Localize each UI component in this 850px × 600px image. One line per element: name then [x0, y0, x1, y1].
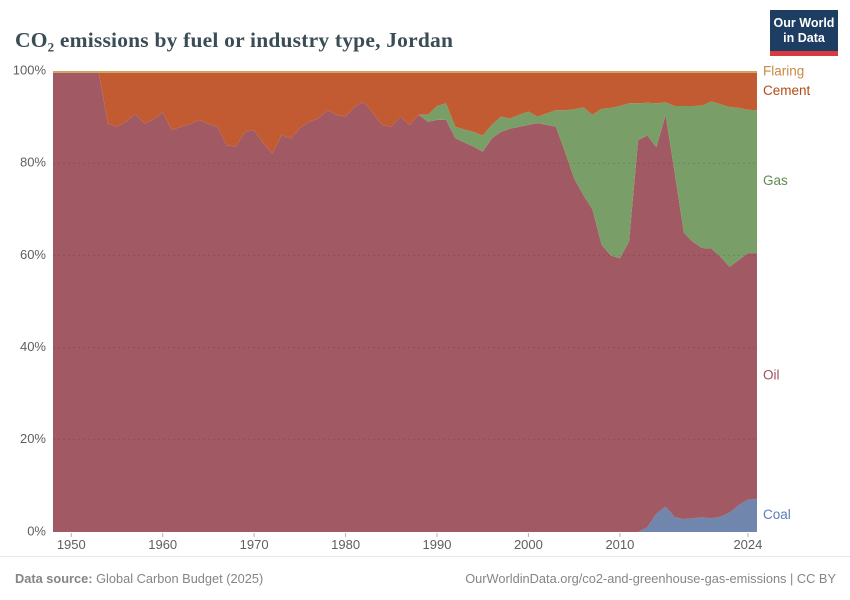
x-axis-label-1970: 1970 — [240, 537, 269, 552]
attribution-link[interactable]: OurWorldinData.org/co2-and-greenhouse-ga… — [465, 571, 836, 586]
area-oil[interactable] — [53, 72, 757, 533]
data-source-label: Data source: — [15, 571, 93, 586]
y-axis-label-100: 100% — [13, 62, 47, 77]
y-axis-label-40: 40% — [20, 339, 46, 354]
x-axis-label-1980: 1980 — [331, 537, 360, 552]
x-axis-label-1950: 1950 — [57, 537, 86, 552]
x-axis-label-1960: 1960 — [148, 537, 177, 552]
series-label-coal[interactable]: Coal — [763, 507, 791, 522]
series-label-oil[interactable]: Oil — [763, 368, 780, 383]
y-axis-label-60: 60% — [20, 247, 46, 262]
page-title: CO₂ emissions by fuel or industry type, … — [15, 28, 454, 53]
series-label-cement[interactable]: Cement — [763, 83, 811, 98]
y-axis-label-20: 20% — [20, 431, 46, 446]
data-source-value: Global Carbon Budget (2025) — [92, 571, 264, 586]
owid-logo-line1: Our World — [773, 16, 835, 30]
x-axis-label-1990: 1990 — [423, 537, 452, 552]
y-axis-label-80: 80% — [20, 155, 46, 170]
owid-logo-line2: in Data — [783, 31, 825, 45]
x-axis-label-2010: 2010 — [605, 537, 634, 552]
area-flaring[interactable] — [53, 71, 757, 73]
y-axis-label-0: 0% — [27, 523, 46, 538]
chart-footer: Data source: Global Carbon Budget (2025)… — [0, 556, 850, 600]
area-coal[interactable] — [53, 498, 757, 532]
x-axis-label-2000: 2000 — [514, 537, 543, 552]
x-axis-label-2024: 2024 — [733, 537, 762, 552]
data-source-note: Data source: Global Carbon Budget (2025) — [15, 571, 263, 586]
area-cement[interactable] — [53, 72, 757, 154]
series-label-gas[interactable]: Gas — [763, 173, 788, 188]
series-label-flaring[interactable]: Flaring — [763, 63, 804, 78]
area-gas[interactable] — [53, 72, 757, 267]
owid-logo[interactable]: Our World in Data — [770, 10, 838, 56]
